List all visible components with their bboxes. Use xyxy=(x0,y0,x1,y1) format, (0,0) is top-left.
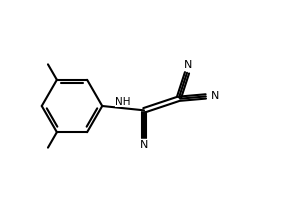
Text: NH: NH xyxy=(115,97,131,107)
Text: N: N xyxy=(184,60,193,70)
Text: N: N xyxy=(211,91,219,101)
Text: N: N xyxy=(140,141,148,151)
FancyBboxPatch shape xyxy=(115,97,131,107)
